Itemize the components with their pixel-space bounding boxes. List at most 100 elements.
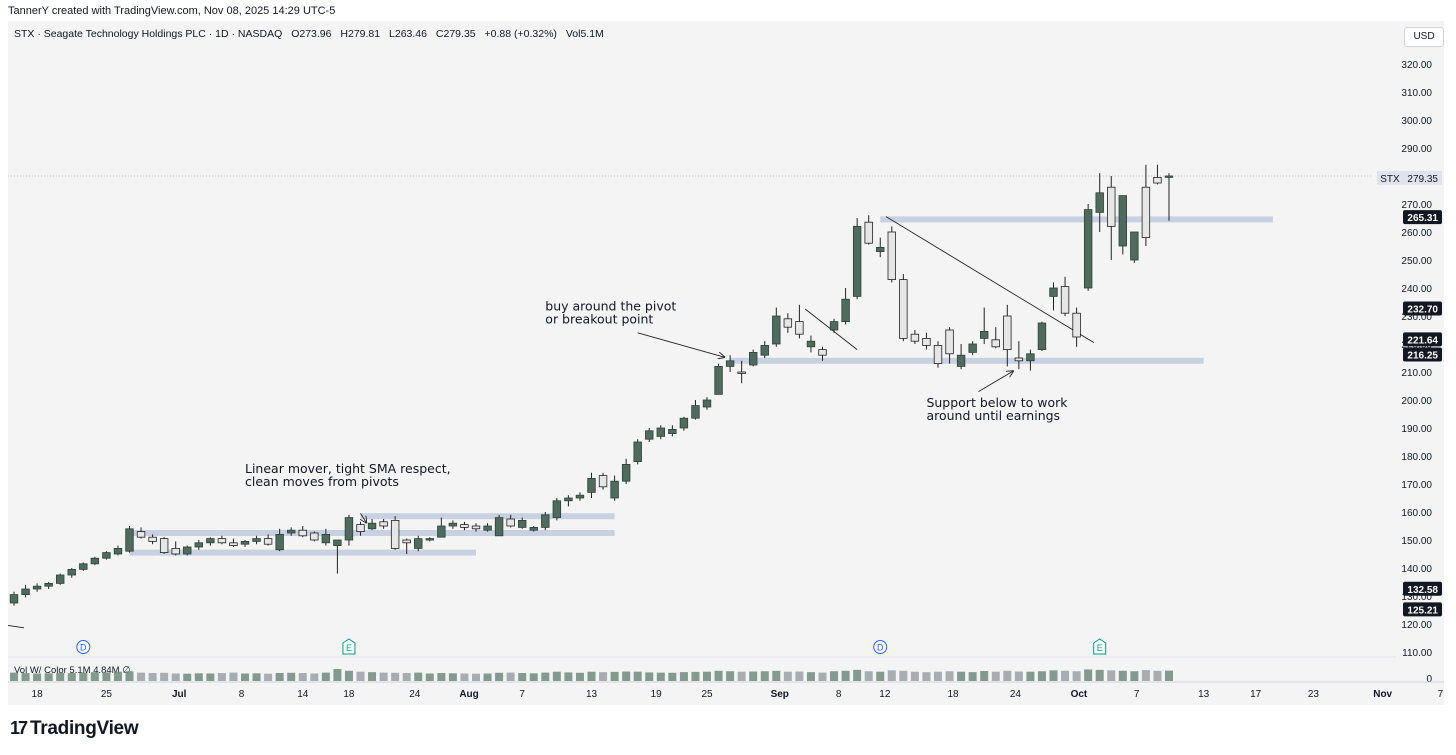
- candle-down: [1060, 286, 1070, 314]
- volume-bar-down: [1107, 670, 1116, 681]
- y-tick-label: 240.00: [1401, 284, 1432, 295]
- y-tick-label: 110.00: [1402, 648, 1432, 659]
- y-tick-label: 140.00: [1401, 564, 1432, 575]
- candle-up: [668, 428, 677, 434]
- y-tick-label: 270.00: [1401, 200, 1432, 211]
- volume-bar-up: [587, 671, 596, 681]
- tradingview-logo-icon: 17: [10, 718, 28, 738]
- tradingview-logo[interactable]: 17 TradingView: [10, 718, 139, 740]
- y-tick-label: 230.00: [1401, 312, 1432, 323]
- candle-up: [113, 548, 123, 555]
- volume-bar-up: [656, 672, 665, 681]
- volume-bar-down: [1061, 670, 1070, 681]
- volume-bar-down: [737, 671, 746, 681]
- volume-bar-down: [472, 673, 480, 681]
- candle-up: [575, 494, 585, 499]
- volume-bar-up: [1026, 671, 1035, 681]
- candle-down: [310, 532, 319, 541]
- candle-down: [460, 524, 469, 528]
- candle-up: [44, 583, 53, 587]
- volume-bar-up: [772, 670, 781, 681]
- volume-bar-up: [749, 671, 758, 681]
- y-tick-label: 310.00: [1401, 88, 1432, 99]
- annotation-text: clean moves from pivots: [245, 474, 399, 489]
- candle-up: [645, 430, 654, 440]
- earnings-event-icon: [342, 638, 356, 655]
- event-label: D: [80, 643, 87, 653]
- volume-bar-down: [899, 670, 908, 681]
- volume-bar-up: [67, 673, 76, 681]
- candle-down: [933, 344, 943, 364]
- volume-bar-up: [610, 671, 619, 681]
- candle-up: [760, 344, 769, 356]
- candle-up: [206, 538, 215, 544]
- volume-bar-down: [1153, 670, 1162, 681]
- price-tag-symbol: [1377, 170, 1403, 185]
- volume-bar-down: [137, 672, 146, 681]
- y-tick-label: 190.00: [1401, 424, 1432, 435]
- x-tick-label: Sep: [771, 689, 789, 700]
- currency-button[interactable]: USD: [1404, 27, 1444, 47]
- annotation-arrow: [361, 513, 367, 522]
- y-tick-label: 120.00: [1401, 620, 1432, 631]
- candle-up: [968, 343, 977, 353]
- high-value: H279.81: [340, 28, 381, 40]
- volume-bar-down: [818, 672, 827, 681]
- volume-bar-up: [448, 673, 457, 681]
- volume-bar-up: [1037, 671, 1046, 681]
- candle-down: [910, 333, 920, 342]
- volume-bar-up: [806, 672, 815, 681]
- candle-down: [737, 371, 746, 374]
- candle-up: [587, 477, 596, 493]
- volume-bar-down: [171, 673, 180, 681]
- volume-bar-up: [368, 672, 377, 681]
- annotation-text: Support below to work: [926, 395, 1068, 410]
- candle-up: [725, 360, 735, 367]
- volume-bar-up: [79, 672, 88, 681]
- candle-up: [852, 225, 862, 297]
- volume-bar-down: [864, 671, 873, 681]
- support-resistance-zone: [129, 530, 615, 536]
- volume-bar-down: [460, 673, 469, 681]
- candle-down: [356, 524, 365, 532]
- candle-down: [1014, 357, 1024, 362]
- volume-bar-up: [691, 671, 700, 681]
- symbol-name[interactable]: STX · Seagate Technology Holdings PLC · …: [14, 28, 283, 40]
- candle-up: [240, 541, 250, 545]
- y-tick-label: 250.00: [1401, 256, 1432, 267]
- candle-down: [1107, 186, 1116, 227]
- volume-bar-up: [1130, 671, 1139, 681]
- volume-bar-up: [645, 672, 654, 681]
- candle-up: [494, 517, 504, 537]
- volume-bar-down: [229, 672, 238, 681]
- volume-bar-down: [1072, 671, 1081, 681]
- brand-name: TradingView: [30, 718, 139, 739]
- candle-up: [67, 569, 76, 576]
- candle-up: [344, 517, 354, 541]
- volume-bar-up: [552, 671, 561, 681]
- volume-bar-up: [21, 673, 30, 681]
- candle-up: [702, 399, 712, 408]
- candle-up: [321, 534, 331, 544]
- volume-bar-up: [541, 672, 550, 681]
- candle-down: [171, 548, 180, 555]
- candle-up: [1164, 175, 1174, 178]
- volume-bar-down: [310, 673, 319, 681]
- x-tick-label: 8: [836, 689, 842, 700]
- annotation-arrow: [978, 371, 1013, 392]
- volume-bar-down: [795, 671, 804, 681]
- candle-up: [275, 534, 284, 551]
- price-label: [1403, 301, 1442, 316]
- candle-up: [841, 298, 850, 323]
- candle-down: [1141, 186, 1151, 238]
- candle-down: [217, 538, 227, 544]
- price-label-text: 232.70: [1407, 304, 1438, 315]
- trendline-left: [7, 624, 25, 629]
- candle-up: [691, 405, 700, 419]
- candle-down: [1153, 176, 1162, 184]
- candle-down: [945, 329, 954, 355]
- candle-down: [148, 536, 157, 542]
- x-tick-label: 18: [947, 689, 959, 700]
- x-tick-label: 12: [879, 689, 891, 700]
